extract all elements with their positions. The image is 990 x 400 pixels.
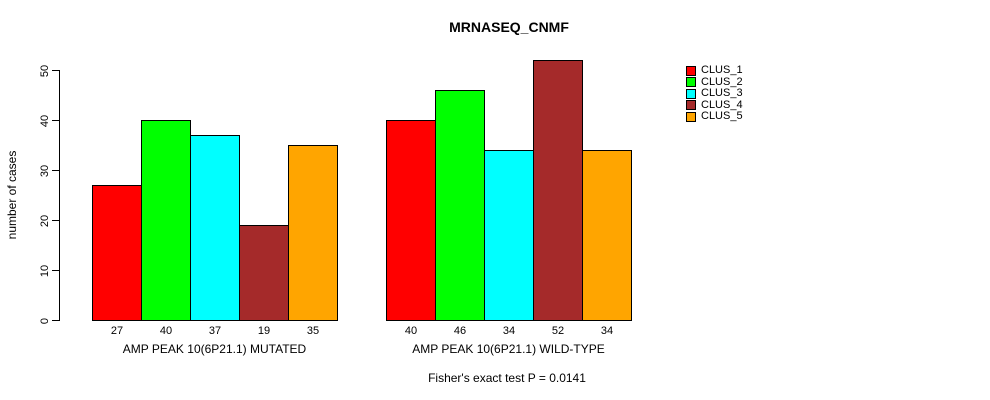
legend-item: CLUS_2 xyxy=(686,75,743,88)
bar-value-label: 34 xyxy=(600,325,614,337)
bar-value-label: 37 xyxy=(208,325,222,337)
y-tick-label: 40 xyxy=(39,114,51,127)
bar-value-label: 46 xyxy=(453,325,467,337)
legend-swatch xyxy=(686,77,696,88)
legend-swatch xyxy=(686,100,696,111)
bar-value-label: 52 xyxy=(551,325,565,337)
bar xyxy=(484,150,534,321)
y-tick-label: 50 xyxy=(39,64,51,77)
chart-title: MRNASEQ_CNMF xyxy=(449,19,569,35)
bar xyxy=(386,120,436,321)
group-label: AMP PEAK 10(6P21.1) WILD-TYPE xyxy=(412,342,605,356)
legend-item: CLUS_4 xyxy=(686,98,743,111)
y-tick-mark xyxy=(52,70,59,71)
legend-item: CLUS_1 xyxy=(686,65,743,76)
legend-item-label: CLUS_1 xyxy=(701,64,743,76)
legend-item-label: CLUS_2 xyxy=(701,75,743,88)
bar xyxy=(239,225,289,321)
y-tick-mark xyxy=(52,220,59,221)
y-tick-mark xyxy=(52,170,59,171)
legend-item-label: CLUS_4 xyxy=(701,98,743,111)
y-axis-line xyxy=(59,70,60,321)
bar xyxy=(288,145,338,321)
legend-item-label: CLUS_5 xyxy=(701,110,743,123)
y-tick-mark xyxy=(52,320,59,321)
annotation-fisher-test: Fisher's exact test P = 0.0141 xyxy=(428,371,586,385)
y-tick-mark xyxy=(52,270,59,271)
legend-swatch xyxy=(686,65,696,76)
group-label: AMP PEAK 10(6P21.1) MUTATED xyxy=(122,342,307,356)
legend-swatch xyxy=(686,88,696,99)
y-tick-label: 20 xyxy=(39,214,51,227)
y-tick-mark xyxy=(52,120,59,121)
legend-item-label: CLUS_3 xyxy=(701,87,743,100)
bar-value-label: 34 xyxy=(502,325,516,337)
y-tick-label: 10 xyxy=(39,264,51,277)
bar xyxy=(533,60,583,321)
bar-value-label: 19 xyxy=(257,325,271,337)
bar xyxy=(92,185,142,321)
legend-item: CLUS_3 xyxy=(686,88,743,99)
bar-value-label: 40 xyxy=(404,325,418,337)
y-axis-label: number of cases xyxy=(5,150,19,240)
bar xyxy=(190,135,240,321)
bar xyxy=(435,90,485,321)
bar-value-label: 40 xyxy=(159,325,173,337)
bar xyxy=(582,150,632,321)
y-tick-label: 0 xyxy=(39,317,51,324)
legend-swatch xyxy=(686,111,696,122)
bar xyxy=(141,120,191,321)
bar-value-label: 35 xyxy=(306,325,320,337)
legend-item: CLUS_5 xyxy=(686,111,743,122)
y-tick-label: 30 xyxy=(39,164,51,177)
bar-value-label: 27 xyxy=(110,325,124,337)
